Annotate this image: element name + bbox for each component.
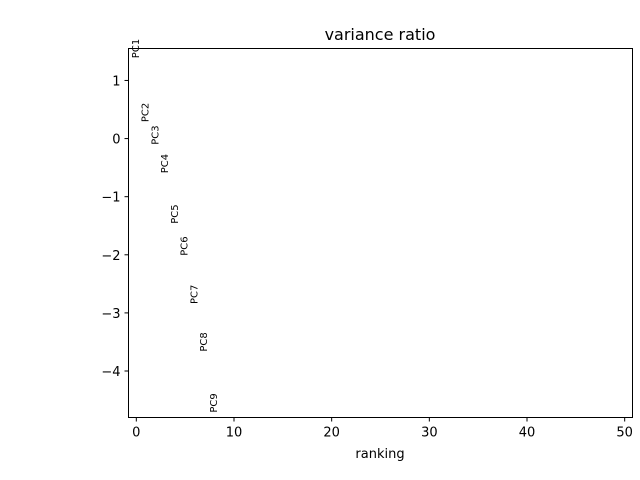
x-tick-label: 50 xyxy=(616,426,633,441)
pc-labels: PC1 PC2 PC3 PC4 PC5 PC6 PC7 PC8 PC9 xyxy=(131,39,220,413)
y-tick-label: −3 xyxy=(101,307,120,322)
x-axis: 0 10 20 30 40 50 xyxy=(132,417,633,441)
pc-point-label: PC4 xyxy=(160,154,171,173)
pc-point-label: PC3 xyxy=(150,125,161,144)
pc-point-label: PC9 xyxy=(209,393,220,412)
x-tick-label: 20 xyxy=(323,426,340,441)
pc-point-label: PC7 xyxy=(189,285,200,304)
y-axis: 1 0 −1 −2 −3 −4 xyxy=(101,74,129,380)
x-axis-label: ranking xyxy=(355,447,404,462)
x-tick-label: 40 xyxy=(519,426,536,441)
x-tick-label: 30 xyxy=(421,426,438,441)
plot-area xyxy=(128,48,633,418)
x-tick-label: 10 xyxy=(226,426,243,441)
y-tick-label: −4 xyxy=(101,365,120,380)
chart-title: variance ratio xyxy=(325,25,436,44)
pc-point-label: PC2 xyxy=(141,103,152,122)
pc-point-label: PC8 xyxy=(199,332,210,351)
x-tick-label: 0 xyxy=(132,426,140,441)
pc-point-label: PC1 xyxy=(131,39,142,58)
y-tick-label: −2 xyxy=(101,249,120,264)
pc-point-label: PC6 xyxy=(180,236,191,255)
pc-point-label: PC5 xyxy=(170,204,181,223)
y-tick-label: −1 xyxy=(101,191,120,206)
y-tick-label: 0 xyxy=(112,133,120,148)
y-tick-label: 1 xyxy=(112,74,120,89)
